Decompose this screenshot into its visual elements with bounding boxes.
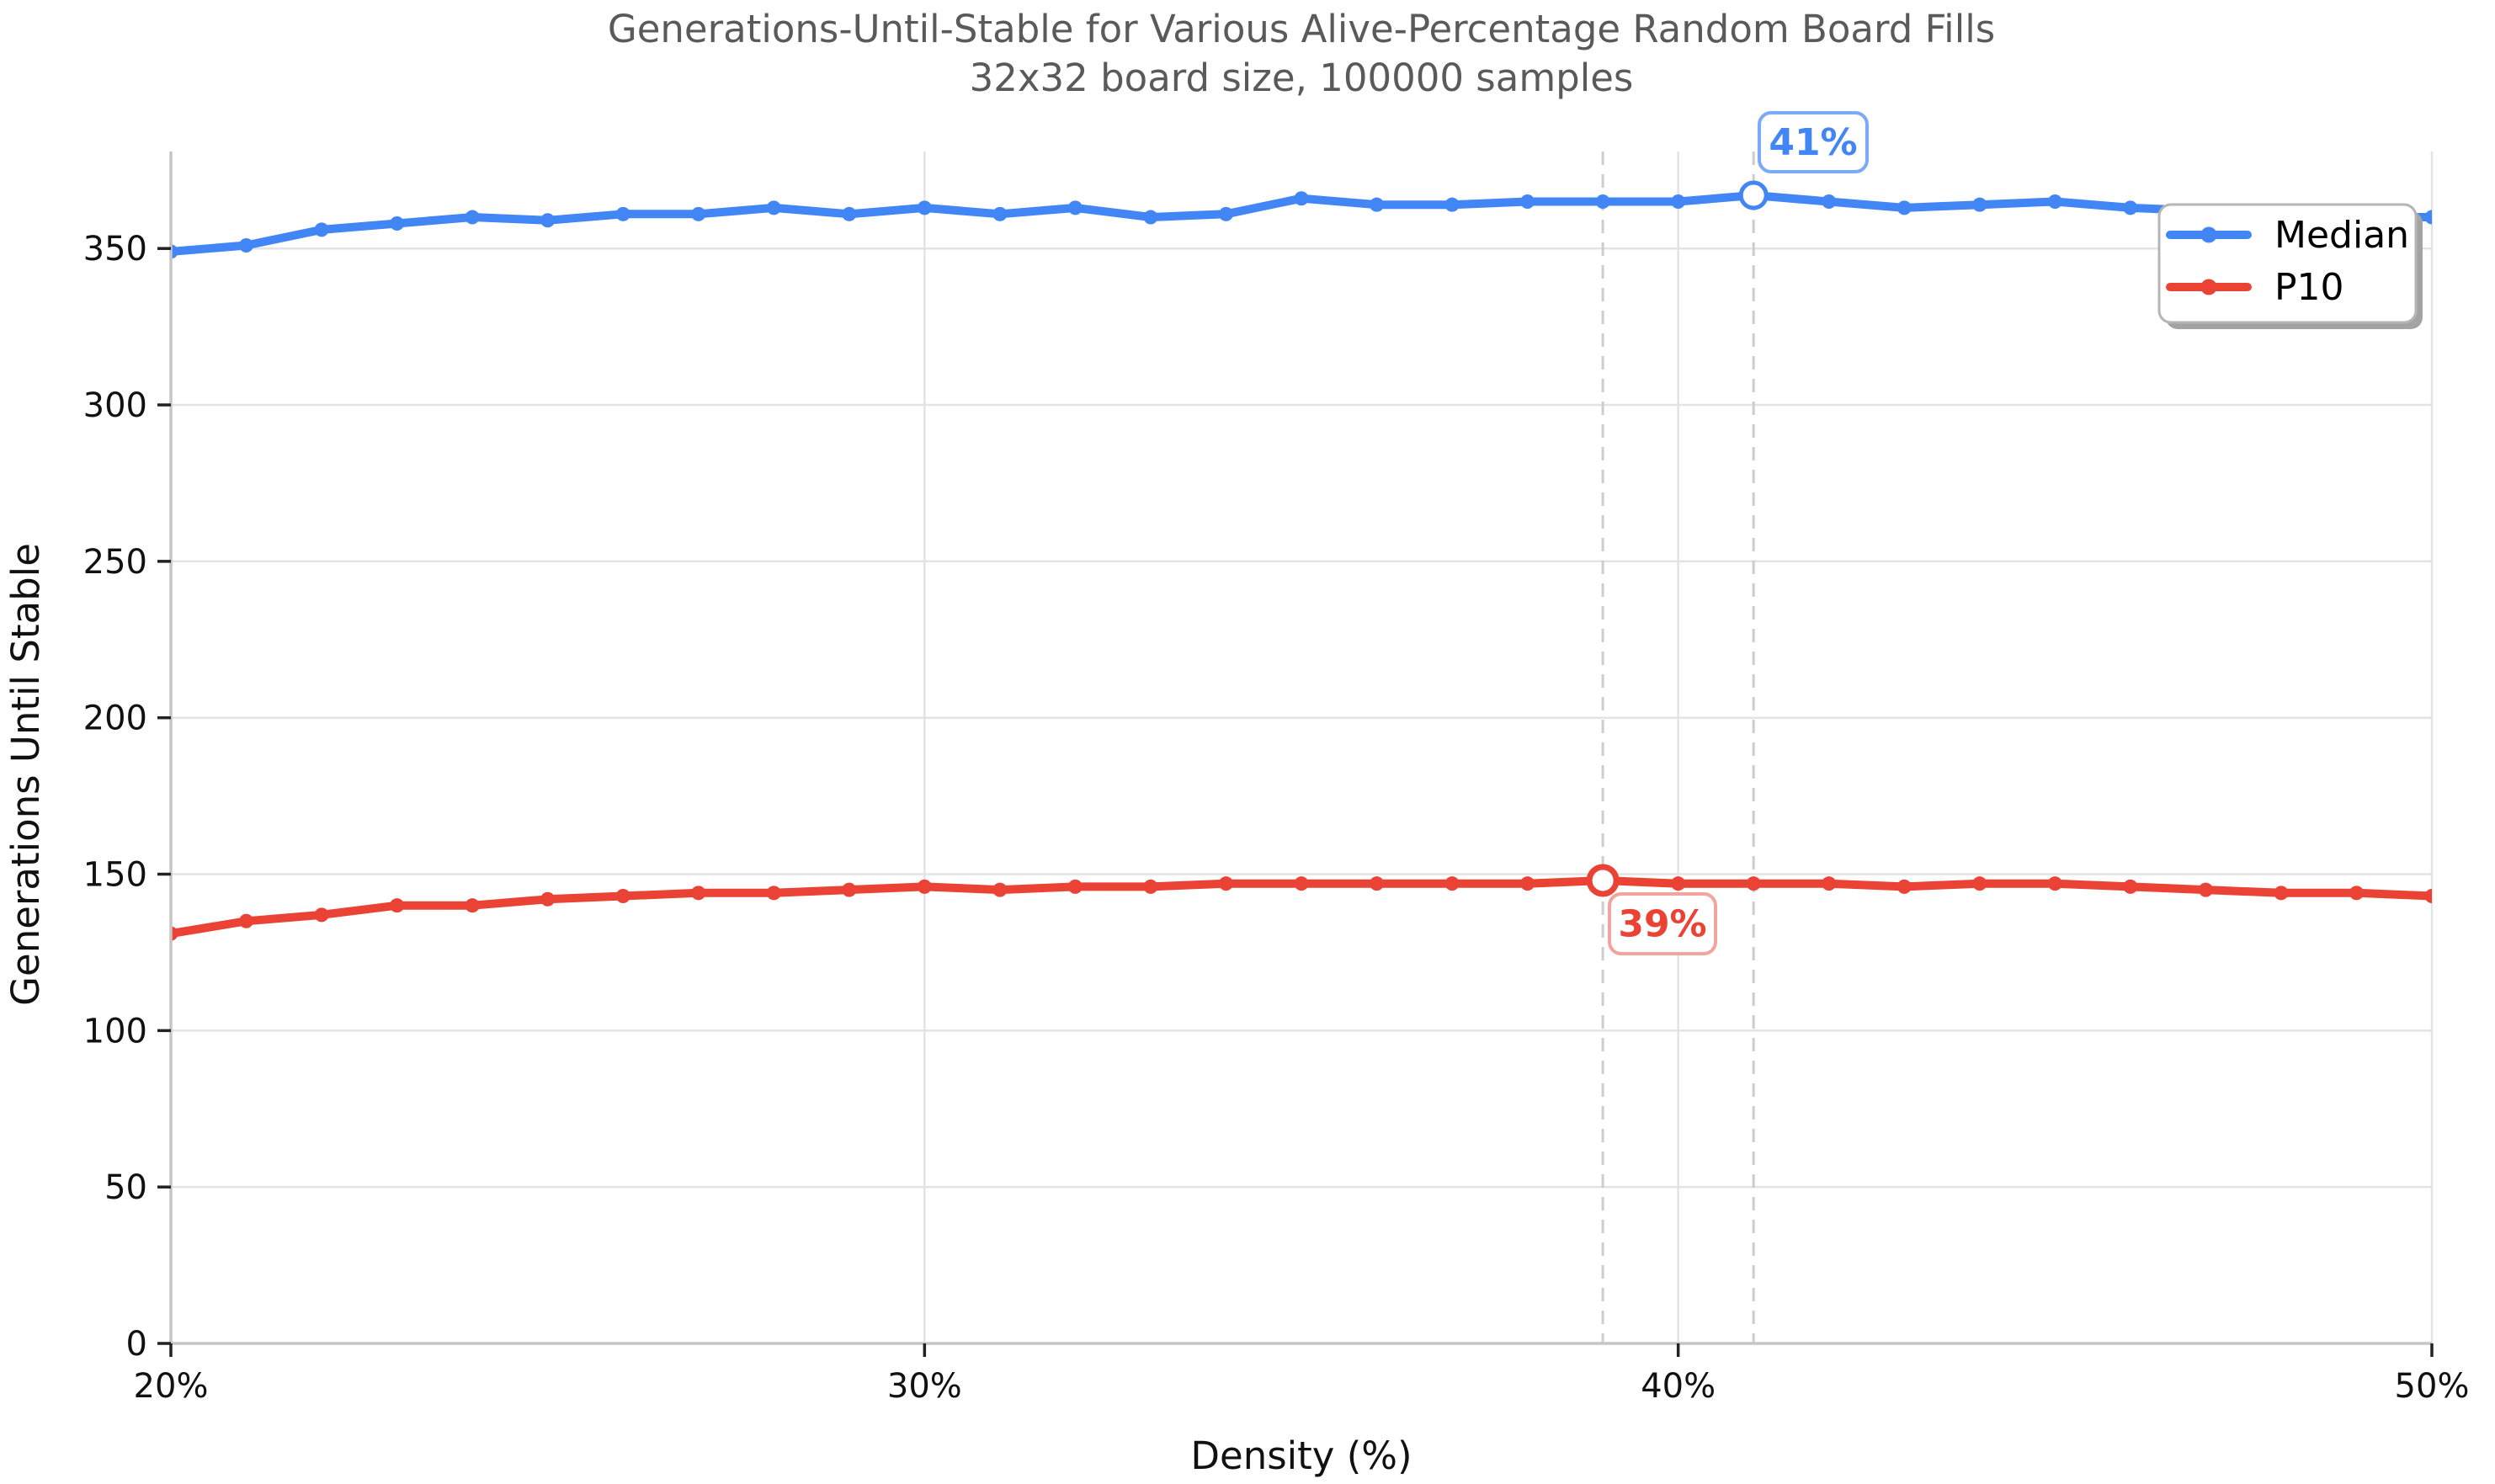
annotation-box [1608,892,1717,955]
y-tick-label: 50 [104,1168,147,1207]
p10-marker [2424,889,2432,904]
p10-marker [239,913,254,928]
y-tick-label: 0 [126,1325,147,1364]
annotation-41%: 41% [1758,111,1869,173]
p10-highlight-marker [1586,864,1620,897]
annotation-box [1758,111,1869,173]
p10-marker [842,882,857,897]
highlight-vlines [1601,152,1755,1343]
p10-marker [1520,876,1535,891]
series-p10 [171,876,2432,941]
p10-marker [2274,886,2289,901]
p10-marker [1671,876,1686,891]
median-marker [540,213,556,228]
median-marker [992,206,1008,221]
x-tick-label: 20% [134,1367,209,1406]
median-marker [1294,191,1309,206]
median-marker [1067,200,1083,215]
annotation-label: 39% [1618,903,1706,946]
median-marker [1370,197,1385,212]
p10-marker [1822,876,1837,891]
median-marker [2123,200,2138,215]
p10-marker [691,886,706,901]
median-marker [691,206,706,221]
annotation-label: 41% [1769,121,1857,164]
p10-marker [917,879,932,894]
x-tick-label: 30% [887,1367,962,1406]
legend-label: Median [2274,214,2409,257]
median-marker [766,200,781,215]
chart-subtitle: 32x32 board size, 100000 samples [970,56,1634,100]
median-marker [1595,194,1610,209]
p10-marker [1972,876,1987,891]
median-marker [615,206,630,221]
x-tick-label: 40% [1641,1367,1716,1406]
median-marker [1972,197,1987,212]
series-median [171,191,2432,259]
y-tick-label: 150 [83,856,147,895]
median-marker [1143,210,1158,225]
chart-title: Generations-Until-Stable for Various Ali… [608,7,1995,51]
p10-marker [390,898,405,913]
legend-item-p10: P10 [2166,266,2344,309]
median-marker [1822,194,1837,209]
median-marker [917,200,932,215]
p10-marker [2047,876,2062,891]
annotation-39%: 39% [1608,892,1717,955]
y-tick-label: 300 [83,386,147,425]
p10-marker [1143,879,1158,894]
median-marker [1520,194,1535,209]
median-marker [314,222,329,237]
median-marker [1671,194,1686,209]
p10-marker [1370,876,1385,891]
median-marker [465,210,480,225]
p10-marker [1897,879,1912,894]
y-axis-label: Generations Until Stable [3,543,48,1006]
p10-marker [2198,882,2213,897]
median-highlight-marker [1738,180,1769,210]
median-marker [842,206,857,221]
median-marker [1218,206,1233,221]
p10-marker [1294,876,1309,891]
p10-marker [1746,876,1761,891]
highlight-markers [1586,180,1769,897]
y-tick-label: 100 [83,1012,147,1051]
p10-marker [314,907,329,923]
median-marker [2047,194,2062,209]
p10-marker [766,886,781,901]
median-marker [239,237,254,253]
y-tick-label: 350 [83,230,147,269]
p10-marker [615,889,630,904]
p10-marker [540,891,556,907]
p10-marker [2349,886,2364,901]
legend-marker-icon [2200,279,2217,295]
median-marker [390,215,405,231]
p10-marker [1444,876,1460,891]
median-marker [1897,200,1912,215]
y-tick-label: 250 [83,543,147,582]
gridlines [171,152,2434,1343]
x-axis-label: Density (%) [1190,1433,1412,1478]
tick-marks: 20% 30% 40% 50% 0 50 100 150 200 250 300 350 [83,230,2470,1406]
x-tick-label: 50% [2395,1367,2470,1406]
y-tick-label: 200 [83,699,147,738]
p10-marker [465,898,480,913]
median-marker [1444,197,1460,212]
legend-label: P10 [2274,266,2344,309]
p10-marker [1218,876,1233,891]
p10-marker [171,926,178,941]
legend-item-median: Median [2166,214,2409,257]
p10-marker [1067,879,1083,894]
median-marker [2424,210,2432,225]
p10-marker [992,882,1008,897]
p10-marker [2123,879,2138,894]
median-marker [171,244,178,259]
axes-spines [169,152,2432,1345]
legend-marker-icon [2200,226,2217,243]
legend: Median P10 [2157,203,2423,329]
